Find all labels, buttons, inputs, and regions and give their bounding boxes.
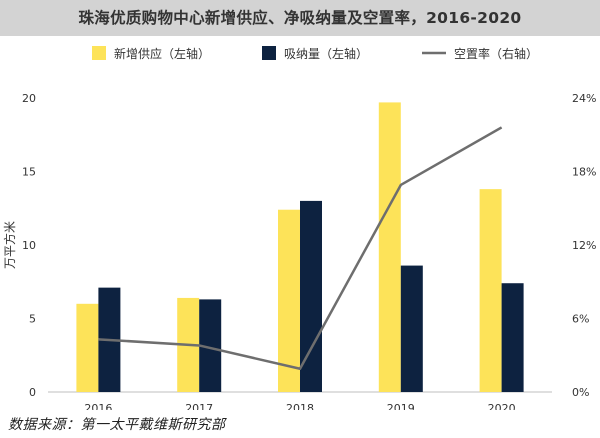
bar-absorption [501, 283, 524, 392]
y-tick-label: 0 [29, 386, 36, 399]
y2-tick-label: 18% [572, 166, 596, 179]
bar-absorption [400, 265, 423, 392]
bars [76, 102, 524, 392]
y2-tick-label: 24% [572, 92, 596, 105]
x-tick-label: 2017 [185, 402, 213, 410]
legend-supply-swatch [92, 46, 106, 60]
y-tick-label: 20 [22, 92, 36, 105]
legend-absorption-swatch [262, 46, 276, 60]
y-tick-label: 5 [29, 313, 36, 326]
legend: 新增供应（左轴） 吸纳量（左轴） 空置率（右轴） [92, 46, 538, 61]
x-tick-label: 2018 [286, 402, 314, 410]
x-tick-label: 2020 [488, 402, 516, 410]
legend-absorption-label: 吸纳量（左轴） [284, 46, 368, 61]
y2-tick-label: 6% [572, 313, 589, 326]
legend-vacancy-label: 空置率（右轴） [454, 46, 538, 61]
y2-tick-label: 0% [572, 386, 589, 399]
x-tick-label: 2016 [84, 402, 112, 410]
source-note: 数据来源：第一太平戴维斯研究部 [8, 417, 226, 433]
y-tick-label: 15 [22, 166, 36, 179]
bar-supply [378, 102, 401, 392]
bar-supply [278, 209, 300, 392]
bar-absorption [199, 299, 222, 392]
combo-chart: 新增供应（左轴） 吸纳量（左轴） 空置率（右轴） 0 5 10 15 20 0% 6% 12% 18… [2, 46, 596, 410]
vacancy-line [98, 126, 503, 370]
bar-absorption [300, 200, 322, 392]
y2-tick-label: 12% [572, 239, 596, 252]
chart-title: 珠海优质购物中心新增供应、净吸纳量及空置率，2016-2020 [0, 0, 600, 36]
legend-supply-label: 新增供应（左轴） [114, 46, 210, 61]
y-axis-label: 万平方米 [2, 221, 17, 269]
x-tick-label: 2019 [387, 402, 415, 410]
bar-supply [479, 189, 502, 392]
axes: 0 5 10 15 20 0% 6% 12% 18% 24% 2016 2017 2018 2019 202… [2, 92, 596, 410]
bar-supply [76, 303, 99, 392]
y-tick-label: 10 [22, 239, 36, 252]
